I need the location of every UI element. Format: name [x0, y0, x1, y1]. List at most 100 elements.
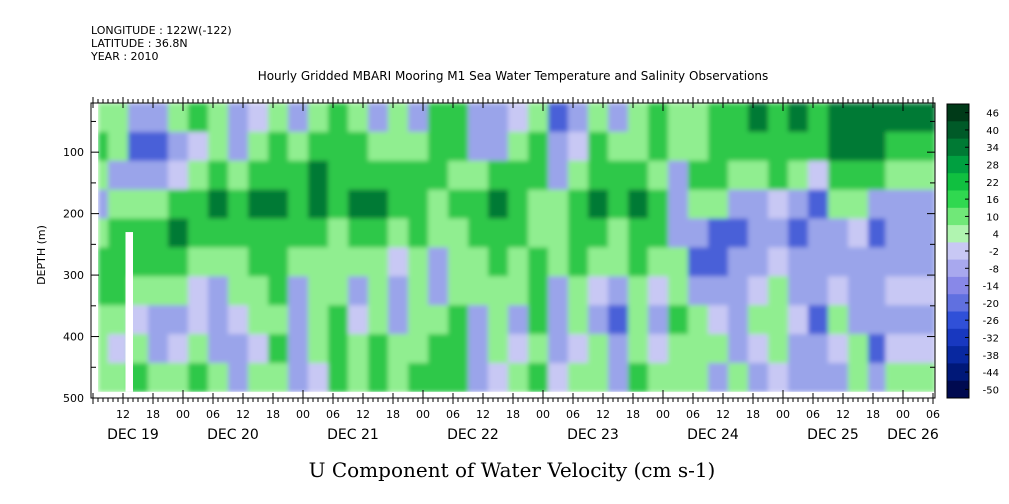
colorbar-tick-label: -50 — [983, 385, 999, 396]
velocity-cell — [228, 131, 249, 162]
velocity-cell — [868, 189, 887, 220]
velocity-cell — [708, 247, 729, 277]
velocity-cell — [628, 189, 649, 220]
velocity-cell — [748, 276, 769, 306]
velocity-cell — [508, 189, 529, 220]
velocity-cell — [768, 189, 789, 220]
velocity-cell — [828, 160, 849, 191]
bottom-minor-ticks — [92, 398, 934, 404]
day-tick-label: DEC 24 — [687, 427, 739, 443]
velocity-cell — [128, 363, 149, 393]
velocity-cell — [348, 189, 369, 220]
velocity-cell — [308, 305, 329, 335]
velocity-cell — [188, 218, 209, 248]
velocity-cell — [568, 189, 589, 220]
hour-tick-label: 00 — [296, 408, 310, 421]
velocity-cell — [728, 103, 749, 133]
hour-tick-label: 12 — [356, 408, 370, 421]
hour-tick-label: 00 — [176, 408, 190, 421]
velocity-cell — [208, 334, 229, 364]
velocity-cell — [728, 131, 749, 162]
velocity-cell — [208, 131, 229, 162]
velocity-cell — [885, 160, 935, 191]
velocity-cell — [748, 363, 769, 393]
velocity-cell — [828, 334, 849, 364]
velocity-cell — [288, 103, 309, 133]
velocity-cell — [648, 363, 669, 393]
y-tick-label: 400 — [63, 331, 84, 344]
velocity-cell — [388, 103, 409, 133]
colorbar-swatch — [947, 259, 969, 278]
velocity-cell — [508, 131, 529, 162]
velocity-cell — [468, 363, 489, 393]
velocity-cell — [768, 247, 789, 277]
velocity-cell — [828, 189, 849, 220]
velocity-cell — [348, 131, 369, 162]
velocity-cell — [108, 334, 129, 364]
velocity-cell — [768, 334, 789, 364]
velocity-cell — [728, 305, 749, 335]
colorbar-tick-label: 28 — [986, 161, 999, 172]
velocity-cell — [128, 218, 149, 248]
velocity-cell — [188, 131, 209, 162]
velocity-cell — [488, 160, 509, 191]
velocity-cell — [228, 276, 249, 306]
velocity-cell — [228, 305, 249, 335]
velocity-cell — [728, 247, 749, 277]
velocity-cell — [668, 247, 689, 277]
velocity-cell — [788, 305, 809, 335]
colorbar-swatch — [947, 294, 969, 312]
colorbar-swatch — [947, 276, 969, 295]
velocity-cell — [488, 247, 509, 277]
velocity-cell — [508, 305, 529, 335]
velocity-cell — [748, 189, 769, 220]
colorbar: 46 40 34 28 22 16 10 4 -2 -8 -14 -20 -26 -32 -38 -44 -50 — [946, 103, 999, 399]
velocity-cell — [628, 363, 649, 393]
velocity-cell — [868, 305, 887, 335]
velocity-cell — [528, 363, 549, 393]
velocity-cell — [148, 305, 169, 335]
velocity-cell — [748, 103, 769, 133]
velocity-cell — [668, 276, 689, 306]
velocity-cell — [148, 103, 169, 133]
velocity-cell — [208, 160, 229, 191]
velocity-cell — [468, 189, 489, 220]
colorbar-tick-label: 40 — [986, 126, 999, 137]
velocity-cell — [408, 363, 429, 393]
velocity-cell — [408, 131, 429, 162]
velocity-cell — [688, 276, 709, 306]
hour-tick-label: 18 — [626, 408, 640, 421]
velocity-cell — [788, 103, 809, 133]
velocity-cell — [728, 334, 749, 364]
velocity-cell — [188, 334, 209, 364]
velocity-cell — [568, 218, 589, 248]
velocity-cell — [688, 189, 709, 220]
velocity-cell — [728, 160, 749, 191]
velocity-cell — [168, 276, 189, 306]
velocity-cell — [568, 334, 589, 364]
velocity-cell — [368, 363, 389, 393]
y-axis-label: DEPTH (m) — [35, 225, 48, 285]
velocity-cell — [548, 305, 569, 335]
velocity-cell — [548, 334, 569, 364]
velocity-cell — [885, 276, 935, 306]
velocity-cell — [368, 189, 389, 220]
velocity-cell — [248, 276, 269, 306]
velocity-cell — [168, 218, 189, 248]
velocity-cell — [488, 363, 509, 393]
day-tick-label: DEC 20 — [207, 427, 259, 443]
velocity-cell — [788, 363, 809, 393]
velocity-cell — [548, 103, 569, 133]
velocity-cell — [288, 160, 309, 191]
velocity-cell — [148, 334, 169, 364]
velocity-cell — [628, 247, 649, 277]
velocity-cell — [548, 160, 569, 191]
velocity-cell — [788, 131, 809, 162]
hour-tick-label: 00 — [536, 408, 550, 421]
velocity-cell — [508, 276, 529, 306]
velocity-cell — [108, 218, 129, 248]
velocity-cell — [628, 160, 649, 191]
velocity-cell — [788, 247, 809, 277]
velocity-cell — [268, 363, 289, 393]
velocity-field-cells — [98, 103, 935, 393]
